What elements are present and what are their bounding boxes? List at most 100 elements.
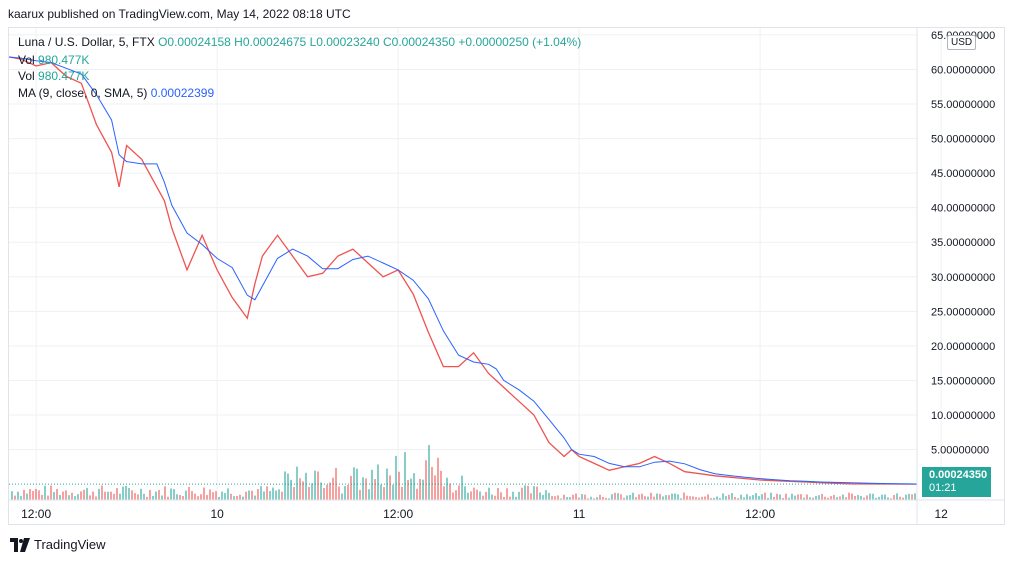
volume-bar: [890, 498, 892, 500]
volume-bar: [806, 494, 808, 500]
close-value: C0.00024350: [383, 35, 456, 49]
volume-bar: [611, 494, 613, 500]
volume-bar: [635, 497, 637, 500]
currency-badge[interactable]: USD: [947, 35, 977, 50]
volume-bar: [704, 496, 706, 500]
time-tick-label: 12: [934, 507, 948, 521]
volume-bar: [152, 495, 154, 500]
volume-bar: [644, 496, 646, 500]
volume-bar: [77, 494, 79, 500]
volume-bars: [11, 445, 916, 500]
volume-bar: [758, 496, 760, 500]
volume-bar: [395, 455, 397, 500]
volume-bar: [689, 496, 691, 500]
bar-countdown: 01:21: [929, 482, 957, 494]
volume-bar: [341, 493, 343, 500]
volume-bar: [68, 495, 70, 500]
volume-bar: [125, 485, 127, 500]
volume-bar: [113, 493, 115, 500]
volume-bar: [29, 489, 31, 500]
volume-bar: [482, 495, 484, 500]
volume-bar: [716, 496, 718, 500]
volume-bar: [413, 473, 415, 500]
volume-bar: [836, 497, 838, 500]
high-value: H0.00024675: [234, 35, 307, 49]
volume-bar: [44, 485, 46, 500]
volume-label[interactable]: Vol: [18, 69, 35, 83]
price-axis[interactable]: 5.00000000 10.00000000 15.00000000 20.00000…: [931, 30, 995, 457]
tradingview-footer[interactable]: TradingView: [10, 537, 106, 552]
volume-bar: [140, 488, 142, 500]
ma-series-line: [9, 56, 918, 485]
volume-bar: [470, 491, 472, 500]
volume-bar: [548, 492, 550, 500]
volume-bar: [593, 498, 595, 500]
volume-bar: [554, 496, 556, 500]
ma-label[interactable]: MA (9, close, 0, SMA, 5): [18, 86, 148, 100]
volume-bar: [185, 490, 187, 500]
volume-bar: [182, 496, 184, 500]
volume-bar: [425, 460, 427, 500]
volume-bar: [422, 479, 424, 500]
volume-bar: [389, 475, 391, 500]
price-tick-label: 10.00000000: [931, 410, 995, 422]
price-chart[interactable]: 5.00000000 10.00000000 15.00000000 20.00000…: [9, 28, 1004, 524]
volume-bar: [26, 493, 28, 500]
volume-bar: [710, 498, 712, 500]
volume-bar: [533, 486, 535, 500]
volume-bar: [701, 496, 703, 500]
volume-bar: [71, 492, 73, 500]
volume-bar: [116, 488, 118, 500]
volume-bar: [134, 493, 136, 500]
volume-bar: [845, 497, 847, 500]
volume-bar: [302, 481, 304, 500]
volume-bar: [785, 493, 787, 500]
volume-bar: [707, 494, 709, 500]
volume-bar: [128, 488, 130, 500]
volume-bar: [371, 469, 373, 500]
volume-bar: [776, 493, 778, 500]
volume-bar: [416, 488, 418, 500]
symbol-label[interactable]: Luna / U.S. Dollar, 5, FTX: [18, 35, 155, 49]
volume-bar: [692, 496, 694, 500]
volume-bar: [665, 495, 667, 500]
volume-label[interactable]: Vol: [18, 53, 35, 67]
volume-bar: [866, 495, 868, 500]
volume-bar: [782, 497, 784, 500]
volume-bar: [821, 493, 823, 500]
volume-bar: [641, 493, 643, 500]
volume-bar: [443, 486, 445, 500]
volume-bar: [773, 496, 775, 500]
chart-pane[interactable]: 5.00000000 10.00000000 15.00000000 20.00000…: [8, 27, 1005, 525]
volume-bar: [131, 490, 133, 500]
volume-bar: [530, 493, 532, 500]
time-tick-label: 10: [210, 507, 224, 521]
volume-bar: [905, 494, 907, 500]
tradingview-brand: TradingView: [34, 537, 106, 552]
volume-bar: [263, 491, 265, 500]
volume-bar: [86, 487, 88, 500]
volume-bar: [491, 494, 493, 500]
volume-bar: [818, 495, 820, 500]
volume-bar: [800, 494, 802, 500]
volume-bar: [206, 495, 208, 500]
volume-bar: [236, 496, 238, 500]
volume-bar: [98, 488, 100, 500]
volume-bar: [38, 490, 40, 500]
volume-bar: [281, 491, 283, 500]
volume-bar: [884, 494, 886, 500]
volume-bar: [464, 486, 466, 500]
volume-bar: [191, 491, 193, 500]
volume-bar: [851, 493, 853, 500]
volume-bar: [314, 470, 316, 500]
volume-bar: [617, 493, 619, 500]
ma-legend: MA (9, close, 0, SMA, 5) 0.00022399: [18, 86, 214, 100]
volume-bar: [752, 495, 754, 500]
volume-bar: [749, 496, 751, 500]
volume-bar: [728, 494, 730, 500]
volume-bar: [410, 478, 412, 500]
volume-bar: [284, 471, 286, 500]
volume-bar: [878, 496, 880, 500]
volume-bar: [266, 486, 268, 500]
